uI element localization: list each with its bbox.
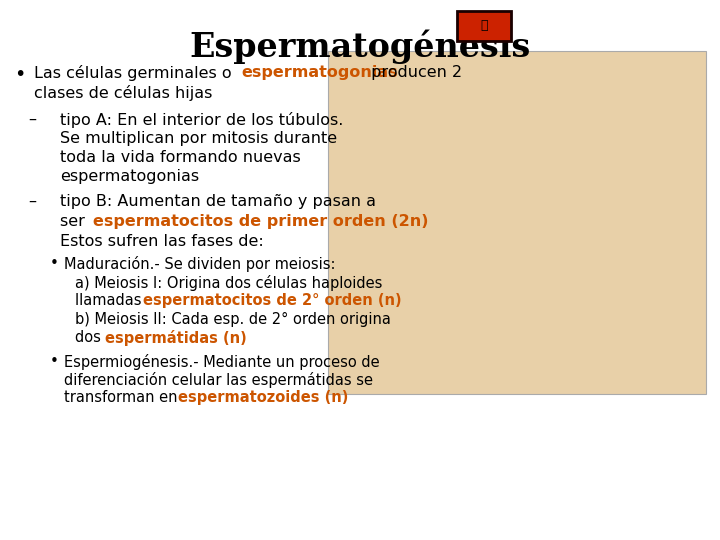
- Text: Espermiogénesis.- Mediante un proceso de: Espermiogénesis.- Mediante un proceso de: [64, 354, 379, 370]
- Text: producen 2: producen 2: [366, 65, 462, 80]
- Text: espermatogonias: espermatogonias: [242, 65, 398, 80]
- Text: Maduración.- Se dividen por meiosis:: Maduración.- Se dividen por meiosis:: [64, 256, 336, 272]
- Text: transforman en: transforman en: [64, 390, 182, 405]
- Text: espermatozoides (n): espermatozoides (n): [178, 390, 348, 405]
- FancyBboxPatch shape: [457, 11, 511, 40]
- Text: clases de células hijas: clases de células hijas: [34, 85, 212, 101]
- Text: Espermatogénesis: Espermatogénesis: [189, 30, 531, 64]
- FancyBboxPatch shape: [328, 51, 706, 394]
- Text: tipo B: Aumentan de tamaño y pasan a: tipo B: Aumentan de tamaño y pasan a: [60, 194, 376, 209]
- Text: •: •: [14, 65, 25, 84]
- Text: ser: ser: [60, 214, 90, 229]
- Text: espermatocitos de 2° orden (n): espermatocitos de 2° orden (n): [143, 293, 402, 308]
- Text: dos: dos: [75, 330, 106, 345]
- Text: espermatocitos de primer orden (2n): espermatocitos de primer orden (2n): [93, 214, 428, 229]
- Text: •: •: [50, 354, 59, 369]
- Text: •: •: [50, 256, 59, 271]
- Text: a) Meiosis I: Origina dos células haploides: a) Meiosis I: Origina dos células haploi…: [75, 275, 382, 291]
- Text: –: –: [28, 112, 36, 127]
- Text: tipo A: En el interior de los túbulos.: tipo A: En el interior de los túbulos.: [60, 112, 343, 128]
- Text: 📷: 📷: [480, 19, 488, 32]
- Text: espermátidas (n): espermátidas (n): [105, 330, 247, 346]
- Text: Las células germinales o: Las células germinales o: [34, 65, 237, 81]
- Text: toda la vida formando nuevas: toda la vida formando nuevas: [60, 150, 301, 165]
- Text: diferenciación celular las espermátidas se: diferenciación celular las espermátidas …: [64, 372, 373, 388]
- Text: –: –: [28, 194, 36, 209]
- Text: Se multiplican por mitosis durante: Se multiplican por mitosis durante: [60, 131, 337, 146]
- Text: llamadas: llamadas: [75, 293, 146, 308]
- Text: espermatogonias: espermatogonias: [60, 169, 199, 184]
- Text: b) Meiosis II: Cada esp. de 2° orden origina: b) Meiosis II: Cada esp. de 2° orden ori…: [75, 312, 391, 327]
- Text: Estos sufren las fases de:: Estos sufren las fases de:: [60, 234, 264, 249]
